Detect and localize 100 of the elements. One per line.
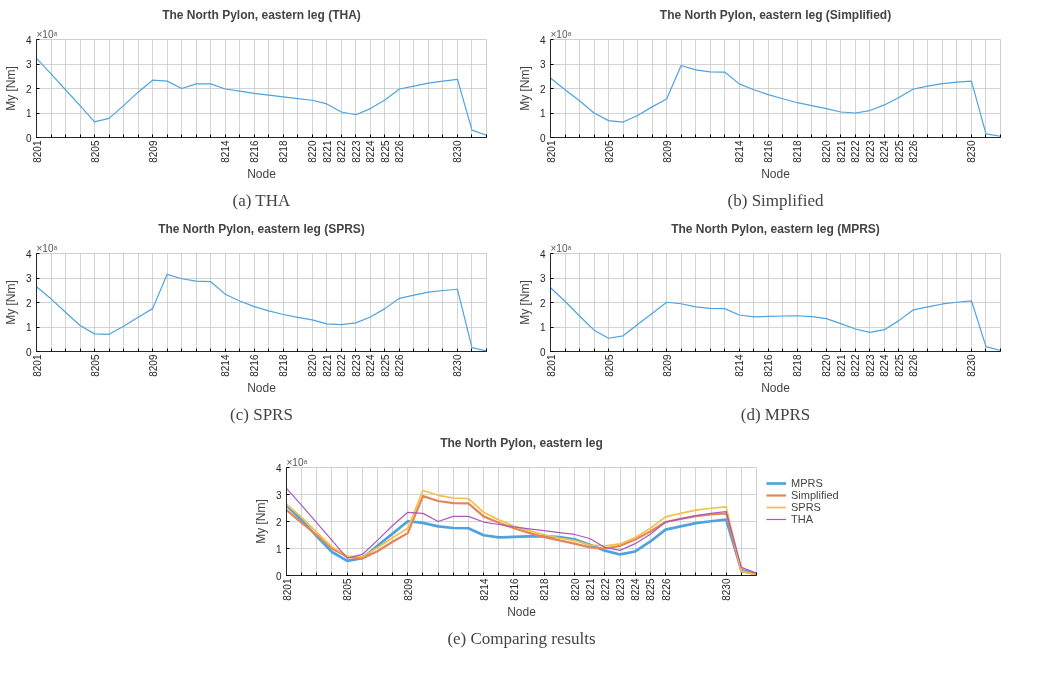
x-tick-label: 8209 xyxy=(661,354,673,377)
x-tick-label: 8223 xyxy=(350,140,362,163)
x-tick-label: 8230 xyxy=(452,140,464,163)
y-tick-label: 2 xyxy=(539,83,546,95)
x-tick-label: 8226 xyxy=(908,354,920,377)
x-tick-label: 8221 xyxy=(321,140,333,163)
x-tick-label: 8226 xyxy=(394,140,406,163)
y-tick-label: 0 xyxy=(275,570,282,582)
chart-title: The North Pylon, eastern leg (SPRS) xyxy=(158,221,365,236)
x-tick-label: 8220 xyxy=(821,140,833,163)
text: ×10⁸ xyxy=(36,242,58,254)
x-tick-label: 8214 xyxy=(478,578,490,601)
x-tick-label: 8226 xyxy=(394,354,406,377)
legend-label: Simplified xyxy=(791,489,839,501)
y-tick-label: 3 xyxy=(25,273,32,284)
y-tick-label: 3 xyxy=(25,59,32,70)
chart-title: The North Pylon, eastern leg (MPRS) xyxy=(671,221,880,236)
text: (c) SPRS xyxy=(230,404,293,424)
x-tick-label: 8214 xyxy=(734,140,746,163)
x-tick-label: 8226 xyxy=(908,140,920,163)
x-tick-label: 8216 xyxy=(763,140,775,163)
x-tick-label: 8220 xyxy=(821,354,833,377)
y-tick-label: 2 xyxy=(539,297,546,309)
x-axis-title: Node xyxy=(247,166,277,181)
x-tick-label: 8221 xyxy=(584,578,596,601)
x-tick-label: 8222 xyxy=(850,140,862,163)
y-tick-label: 3 xyxy=(539,59,546,70)
x-tick-label: 8201 xyxy=(545,140,557,163)
x-tick-label: 8205 xyxy=(89,354,101,377)
x-tick-label: 8224 xyxy=(879,354,891,377)
x-tick-label: 8225 xyxy=(645,578,657,601)
x-tick-label: 8223 xyxy=(350,354,362,377)
x-tick-label: 8230 xyxy=(452,354,464,377)
x-tick-label: 8201 xyxy=(31,140,43,163)
x-tick-label: 8216 xyxy=(508,578,520,601)
x-tick-label: 8221 xyxy=(835,354,847,377)
x-tick-label: 8222 xyxy=(336,140,348,163)
x-tick-label: 8230 xyxy=(966,354,978,377)
y-tick-label: 4 xyxy=(539,34,546,46)
x-axis-title: Node xyxy=(507,604,537,619)
x-axis-title: Node xyxy=(761,380,791,395)
y-tick-label: 1 xyxy=(275,543,282,555)
x-tick-label: 8218 xyxy=(278,140,290,163)
x-tick-label: 8209 xyxy=(661,140,673,163)
y-tick-label: 0 xyxy=(25,132,32,144)
x-tick-label: 8216 xyxy=(249,140,261,163)
x-tick-label: 8226 xyxy=(660,578,672,601)
y-tick-label: 3 xyxy=(275,489,282,501)
x-tick-label: 8225 xyxy=(379,140,391,163)
x-tick-label: 8220 xyxy=(569,578,581,601)
y-tick-label: 1 xyxy=(25,322,32,333)
y-tick-label: 1 xyxy=(539,108,546,119)
legend-label: THA xyxy=(791,513,813,525)
chart-title: The North Pylon, eastern leg xyxy=(440,435,603,450)
annotation: ×10⁸ xyxy=(286,456,308,468)
text: (b) Simplified xyxy=(727,190,824,210)
x-tick-label: 8221 xyxy=(321,354,333,377)
x-tick-label: 8224 xyxy=(365,354,377,377)
x-tick-label: 8222 xyxy=(599,578,611,601)
x-tick-label: 8205 xyxy=(89,140,101,163)
y-axis-title: My [Nm] xyxy=(253,499,268,544)
y-tick-label: 1 xyxy=(539,322,546,333)
x-tick-label: 8225 xyxy=(893,140,905,163)
text: ×10⁸ xyxy=(550,242,572,254)
x-tick-label: 8216 xyxy=(763,354,775,377)
y-tick-label: 4 xyxy=(25,248,32,260)
y-tick-label: 3 xyxy=(539,273,546,284)
x-tick-label: 8225 xyxy=(379,354,391,377)
y-axis-title: My [Nm] xyxy=(3,66,18,111)
y-tick-label: 0 xyxy=(539,346,546,358)
x-tick-label: 8220 xyxy=(307,140,319,163)
x-axis-title: Node xyxy=(761,166,791,181)
x-tick-label: 8223 xyxy=(864,354,876,377)
x-tick-label: 8205 xyxy=(603,354,615,377)
x-tick-label: 8224 xyxy=(879,140,891,163)
legend-label: SPRS xyxy=(791,501,821,513)
x-tick-label: 8209 xyxy=(402,578,414,601)
y-tick-label: 2 xyxy=(275,516,282,528)
x-tick-label: 8222 xyxy=(336,354,348,377)
y-tick-label: 2 xyxy=(25,83,32,95)
text: (a) THA xyxy=(232,190,291,210)
x-tick-label: 8221 xyxy=(835,140,847,163)
x-tick-label: 8223 xyxy=(864,140,876,163)
x-tick-label: 8222 xyxy=(850,354,862,377)
y-axis-title: My [Nm] xyxy=(3,280,18,325)
legend-label: MPRS xyxy=(791,477,823,489)
x-tick-label: 8218 xyxy=(278,354,290,377)
text: (d) MPRS xyxy=(740,404,811,424)
y-axis-title: My [Nm] xyxy=(517,280,532,325)
x-tick-label: 8209 xyxy=(147,140,159,163)
x-tick-label: 8224 xyxy=(365,140,377,163)
x-tick-label: 8223 xyxy=(615,578,627,601)
x-tick-label: 8201 xyxy=(31,354,43,377)
x-tick-label: 8201 xyxy=(281,578,293,601)
x-tick-label: 8214 xyxy=(734,354,746,377)
x-tick-label: 8230 xyxy=(966,140,978,163)
chart-title: The North Pylon, eastern leg (THA) xyxy=(162,7,361,22)
chart-title: The North Pylon, eastern leg (Simplified) xyxy=(659,7,892,22)
y-tick-label: 1 xyxy=(25,108,32,119)
x-tick-label: 8209 xyxy=(147,354,159,377)
